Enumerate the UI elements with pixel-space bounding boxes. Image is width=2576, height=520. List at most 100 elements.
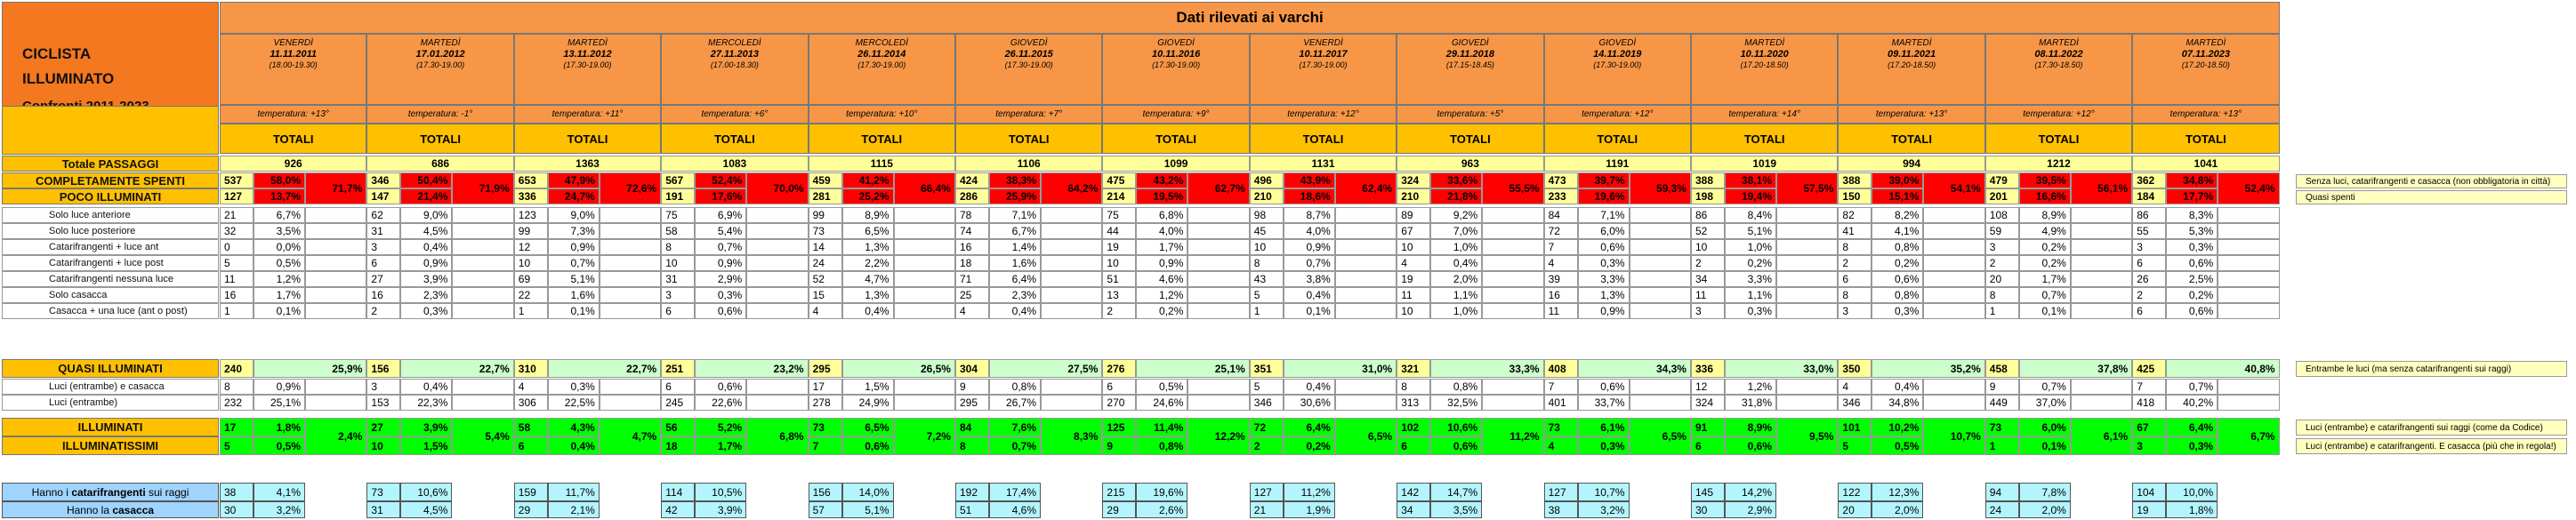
poco-sub-pct: 2,5%	[2166, 271, 2218, 287]
poco-sub-empty	[1629, 303, 1691, 319]
quasi-sub-empty	[2070, 395, 2133, 411]
ill-pct: 10,2%	[1872, 418, 1924, 436]
quasi-sub-pct: 33,7%	[1577, 395, 1630, 411]
quasi-sub-pct: 0,6%	[695, 379, 747, 395]
poco-sub-count: 5	[220, 255, 254, 271]
cat-count: 156	[808, 483, 842, 501]
cat-count: 94	[1984, 483, 2019, 501]
row-label-totale: Totale PASSAGGI	[2, 156, 219, 172]
poco-sub-count: 32	[220, 223, 254, 239]
quasi-pct: 22,7%	[400, 359, 514, 378]
poco-sub-pct: 6,4%	[989, 271, 1041, 287]
poco-sub-empty	[1041, 303, 1103, 319]
cas-count: 38	[1543, 501, 1578, 518]
illiss-pct: 1,5%	[400, 436, 453, 455]
survey-time: (17.20-18.50)	[1740, 60, 1789, 69]
poco-sub-empty	[1334, 207, 1397, 223]
poco-sub-count: 3	[1838, 303, 1872, 319]
survey-totali: TOTALI	[955, 124, 1103, 154]
survey-temperature: temperatura: +7°	[955, 105, 1103, 124]
poco-sub-pct: 9,0%	[400, 207, 453, 223]
poco-sub-count: 8	[1838, 239, 1872, 255]
poco-sub-pct: 1,3%	[841, 287, 894, 303]
illiss-pct: 0,3%	[1577, 436, 1630, 455]
ill-count: 91	[1691, 418, 1725, 436]
quasi-sub-count: 295	[955, 395, 989, 411]
survey-totali: TOTALI	[808, 124, 955, 154]
poco-sub-pct: 6,0%	[1577, 223, 1630, 239]
cat-count: 142	[1397, 483, 1431, 501]
poco-sub-empty	[1629, 223, 1691, 239]
survey-date: 26.11.2014	[857, 49, 906, 60]
poco-sub-count: 6	[1838, 271, 1872, 287]
survey-day: MARTEDÌ	[568, 38, 608, 48]
poco-sub-count: 98	[1249, 207, 1284, 223]
survey-totali: TOTALI	[661, 124, 809, 154]
spenti-count: 388	[1838, 172, 1872, 188]
quasi-count: 310	[513, 359, 548, 378]
survey-totali: TOTALI	[1543, 124, 1691, 154]
quasi-sub-count: 245	[661, 395, 696, 411]
poco-count: 191	[661, 188, 696, 204]
poco-sub-count: 44	[1102, 223, 1137, 239]
bottom-label-catarifrangenti: Hanno i catarifrangenti sui raggi	[2, 483, 219, 501]
poco-sub-count: 18	[955, 255, 989, 271]
poco-sub-count: 16	[220, 287, 254, 303]
quasi-sub-pct: 37,0%	[2018, 395, 2071, 411]
poco-sub-pct: 5,1%	[547, 271, 600, 287]
quasi-sub-empty	[305, 379, 367, 395]
poco-sub-pct: 8,9%	[2018, 207, 2071, 223]
cas-count: 29	[513, 501, 548, 518]
row-label-poco-sub: Solo luce posteriore	[2, 223, 219, 239]
poco-sub-count: 51	[1102, 271, 1137, 287]
quasi-sub-count: 8	[1397, 379, 1431, 395]
poco-sub-pct: 0,9%	[1577, 303, 1630, 319]
poco-sub-empty	[305, 287, 367, 303]
cas-count: 29	[1102, 501, 1137, 518]
poco-sub-empty	[305, 223, 367, 239]
poco-sub-pct: 0,1%	[1283, 303, 1335, 319]
cas-pct: 5,1%	[841, 501, 894, 518]
illiss-count: 10	[366, 436, 401, 455]
quasi-sub-pct: 0,3%	[547, 379, 600, 395]
poco-sub-empty	[599, 303, 662, 319]
poco-sub-count: 75	[1102, 207, 1137, 223]
poco-sub-pct: 8,7%	[1283, 207, 1335, 223]
ill-total-pct: 6,5%	[1629, 418, 1691, 455]
poco-sub-empty	[1041, 207, 1103, 223]
quasi-sub-empty	[1482, 379, 1544, 395]
poco-sub-pct: 1,7%	[1136, 239, 1188, 255]
poco-sub-pct: 0,9%	[1283, 239, 1335, 255]
quasi-sub-count: 306	[513, 395, 548, 411]
survey-date: 10.11.2020	[1740, 49, 1789, 60]
poco-sub-empty	[599, 207, 662, 223]
ill-count: 67	[2132, 418, 2167, 436]
survey-date: 11.11.2011	[270, 49, 317, 60]
illiss-pct: 0,6%	[841, 436, 894, 455]
quasi-pct: 40,8%	[2166, 359, 2280, 378]
survey-date: 27.11.2013	[710, 49, 759, 60]
poco-sub-pct: 0,3%	[1577, 255, 1630, 271]
poco-sub-pct: 6,7%	[989, 223, 1041, 239]
spenti-poco-total-pct: 57,5%	[1776, 172, 1839, 204]
ill-pct: 1,8%	[254, 418, 305, 436]
poco-sub-pct: 0,7%	[695, 239, 747, 255]
poco-sub-pct: 4,9%	[2018, 223, 2071, 239]
survey-date: 13.11.2012	[563, 49, 612, 60]
poco-sub-empty	[1334, 255, 1397, 271]
cas-pct: 3,9%	[695, 501, 747, 518]
cas-count: 21	[1249, 501, 1284, 518]
ill-count: 101	[1838, 418, 1872, 436]
survey-temperature: temperatura: +6°	[661, 105, 809, 124]
illiss-count: 3	[2132, 436, 2167, 455]
row-label-poco-sub: Casacca + una luce (ant o post)	[2, 303, 219, 319]
poco-sub-count: 8	[1249, 255, 1284, 271]
poco-sub-count: 2	[1691, 255, 1725, 271]
poco-sub-count: 52	[808, 271, 842, 287]
illiss-pct: 0,4%	[547, 436, 600, 455]
quasi-sub-empty	[2070, 379, 2133, 395]
poco-sub-count: 2	[1102, 303, 1137, 319]
illiss-count: 9	[1102, 436, 1137, 455]
poco-sub-empty	[1482, 223, 1544, 239]
quasi-count: 304	[955, 359, 989, 378]
